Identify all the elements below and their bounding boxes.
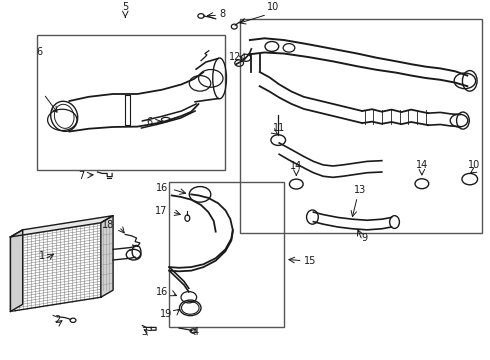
Polygon shape [10,223,101,311]
Text: 19: 19 [159,309,171,319]
Text: 13: 13 [354,185,366,195]
Text: 15: 15 [304,256,316,266]
Text: 11: 11 [273,123,286,133]
Polygon shape [10,230,23,311]
Polygon shape [10,216,113,237]
Text: 6: 6 [37,47,43,57]
Text: 5: 5 [122,3,128,12]
Text: 16: 16 [155,287,168,297]
Text: 14: 14 [416,159,428,170]
Text: 8: 8 [220,9,226,19]
Text: 6: 6 [146,117,152,127]
Text: 10: 10 [267,3,279,12]
Text: 12: 12 [229,52,242,62]
Text: 16: 16 [156,183,168,193]
Text: 10: 10 [467,159,480,170]
Text: 14: 14 [290,161,302,171]
Bar [37,35,225,170]
Bar [240,19,482,233]
Text: 17: 17 [155,206,168,216]
Text: 7: 7 [78,171,85,181]
Text: 4: 4 [192,327,198,337]
Polygon shape [101,216,113,297]
Text: 2: 2 [54,315,60,325]
Text: 1: 1 [39,251,45,261]
Text: 9: 9 [362,233,368,243]
Bar [169,182,284,327]
Text: 18: 18 [102,220,114,230]
Text: 3: 3 [141,327,147,337]
